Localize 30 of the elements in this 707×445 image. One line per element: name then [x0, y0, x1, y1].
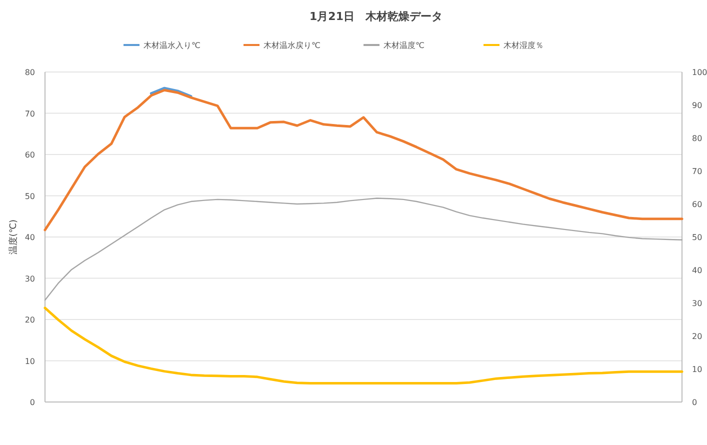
- legend-label: 木材温度℃: [384, 41, 424, 50]
- y2-tick-label: 20: [692, 332, 702, 341]
- legend-label: 木材温水入り℃: [144, 41, 200, 50]
- legend-label: 木材湿度％: [504, 41, 544, 50]
- y2-tick-label: 40: [692, 266, 702, 275]
- y-tick-label: 40: [24, 233, 35, 242]
- y2-tick-label: 100: [692, 68, 707, 77]
- y-tick-label: 20: [24, 316, 35, 324]
- y2-tick-label: 90: [692, 101, 702, 110]
- y-tick-label: 30: [24, 274, 35, 284]
- line-series: [44, 306, 684, 384]
- y-tick-label: 10: [24, 356, 35, 366]
- y2-tick-label: 0: [692, 398, 698, 407]
- y-axis-title: 温度(℃): [8, 219, 19, 255]
- y-tick-label: 70: [24, 109, 35, 118]
- y2-tick-label: 70: [692, 167, 702, 176]
- y2-tick-label: 10: [692, 365, 702, 374]
- y2-tick-label: 60: [692, 200, 702, 209]
- y2-tick-label: 50: [692, 233, 702, 242]
- line-series: [44, 198, 683, 301]
- chart-title: 1月21日 木材乾燥データ: [310, 10, 442, 23]
- y2-tick-label: 80: [692, 134, 702, 143]
- y2-tick-label: 30: [692, 299, 702, 308]
- legend-label: 木材温水戻り℃: [264, 41, 320, 50]
- line-series: [44, 88, 684, 232]
- y-tick-label: 0: [30, 398, 35, 407]
- y-tick-label: 80: [24, 68, 35, 77]
- y-tick-label: 60: [24, 150, 35, 160]
- line-series: [150, 86, 192, 98]
- y-tick-label: 50: [24, 192, 35, 201]
